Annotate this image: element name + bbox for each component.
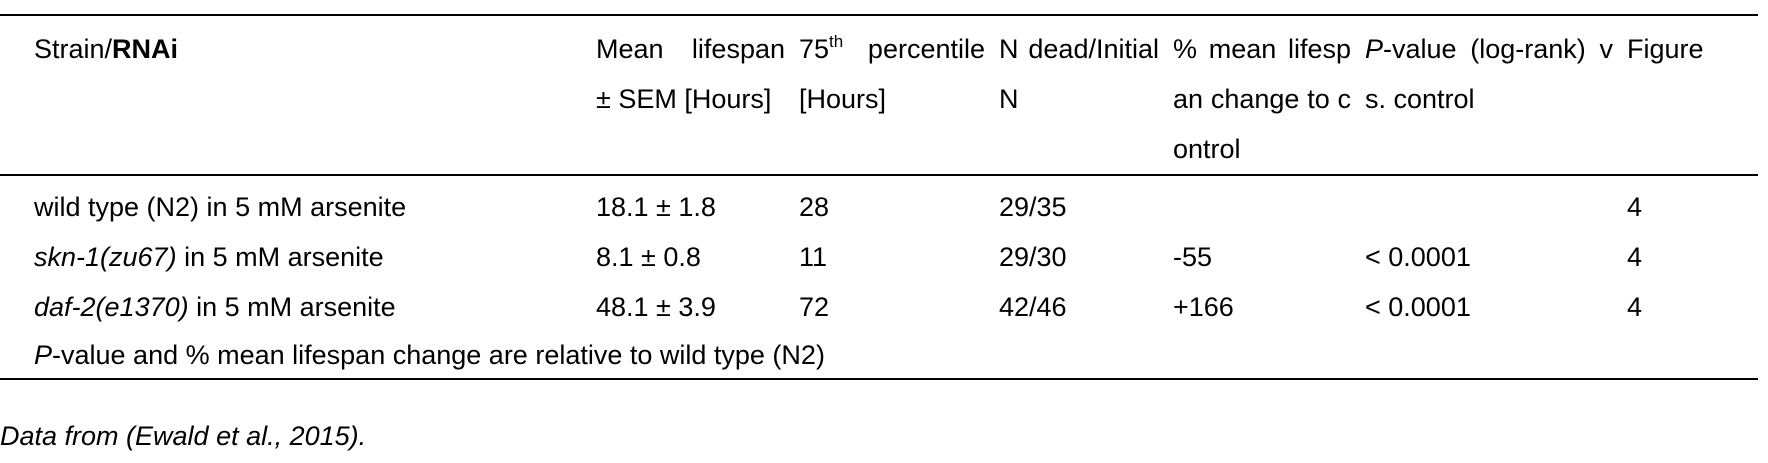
table-cell: -55 [1173, 242, 1213, 272]
header-row: Strain/RNAi Mean lifespan ± SEM [Hours] 75… [0, 15, 1758, 175]
header-cell: Figure [1627, 15, 1758, 175]
table-cell: 4 [1627, 192, 1643, 222]
text-run: -value (log-rank) vs. control [1365, 34, 1613, 114]
table-cell: 42/46 [999, 292, 1067, 322]
footnote: P-value and % mean lifespan change are r… [0, 332, 1758, 380]
header-cell: Strain/RNAi [0, 15, 596, 175]
table-header: Strain/RNAi Mean lifespan ± SEM [Hours] 75… [0, 15, 1758, 175]
text-run: Strain/ [34, 34, 113, 64]
text-run: th [829, 32, 844, 51]
table-cell: 28 [799, 192, 830, 222]
table-row: wild type (N2) in 5 mM arsenite 18.1 ± 1.… [0, 175, 1758, 232]
header-cell: 75th percentile [Hours] [799, 15, 999, 175]
text-run: Figure [1627, 34, 1704, 64]
table-cell: wild type (N2) in 5 mM arsenite [0, 175, 596, 232]
table-cell [1365, 175, 1627, 232]
text-run: daf-2(e1370) [34, 292, 189, 322]
table-cell: 8.1 ± 0.8 [596, 242, 701, 272]
text-run: RNAi [112, 34, 179, 64]
table-cell: 29/30 [999, 242, 1067, 272]
header-cell: N dead/Initial N [999, 15, 1173, 175]
header-cell: % mean lifespan change to control [1173, 15, 1365, 175]
text-run: in 5 mM arsenite [188, 292, 396, 322]
text-run: % mean lifespan change to control [1173, 34, 1351, 164]
text-run: 75 [799, 34, 830, 64]
table-cell: 18.1 ± 1.8 [596, 192, 716, 222]
table-cell: < 0.0001 [1365, 292, 1471, 322]
table-cell: +166 [1173, 292, 1234, 322]
text-run: P [34, 340, 53, 370]
table-row: skn-1(zu67) in 5 mM arsenite 8.1 ± 0.8 11 2… [0, 232, 1758, 282]
table-cell: 29/35 [999, 192, 1067, 222]
text-run: wild type (N2) in 5 mM arsenite [34, 192, 407, 222]
header-cell: Mean lifespan ± SEM [Hours] [596, 15, 799, 175]
table-cell: 72 [799, 292, 830, 322]
text-run: skn-1(zu67) [34, 242, 177, 272]
table-cell: 4 [1627, 242, 1643, 272]
text-run: -value and % mean lifespan change are re… [52, 340, 825, 370]
footnote-row: P-value and % mean lifespan change are r… [0, 332, 1758, 380]
table-cell: 11 [799, 242, 828, 272]
table-cell [1173, 175, 1365, 232]
table-cell: 48.1 ± 3.9 [596, 292, 716, 322]
table-cell: 4 [1627, 292, 1643, 322]
table-cell: daf-2(e1370) in 5 mM arsenite [0, 282, 596, 332]
table-row: daf-2(e1370) in 5 mM arsenite 48.1 ± 3.9 7… [0, 282, 1758, 332]
table-body: wild type (N2) in 5 mM arsenite 18.1 ± 1.… [0, 175, 1758, 380]
table-cell: < 0.0001 [1365, 242, 1471, 272]
lifespan-table: Strain/RNAi Mean lifespan ± SEM [Hours] 75… [0, 14, 1758, 380]
text-run: in 5 mM arsenite [176, 242, 384, 272]
text-run: percentile [Hours] [799, 34, 985, 114]
caption: Data from (Ewald et al., 2015). [0, 421, 367, 451]
text-run: N dead/Initial N [999, 34, 1159, 114]
header-cell: P-value (log-rank) vs. control [1365, 15, 1627, 175]
text-run: P [1365, 34, 1384, 64]
table-cell: skn-1(zu67) in 5 mM arsenite [0, 232, 596, 282]
text-run: Mean lifespan ± SEM [Hours] [596, 34, 785, 114]
